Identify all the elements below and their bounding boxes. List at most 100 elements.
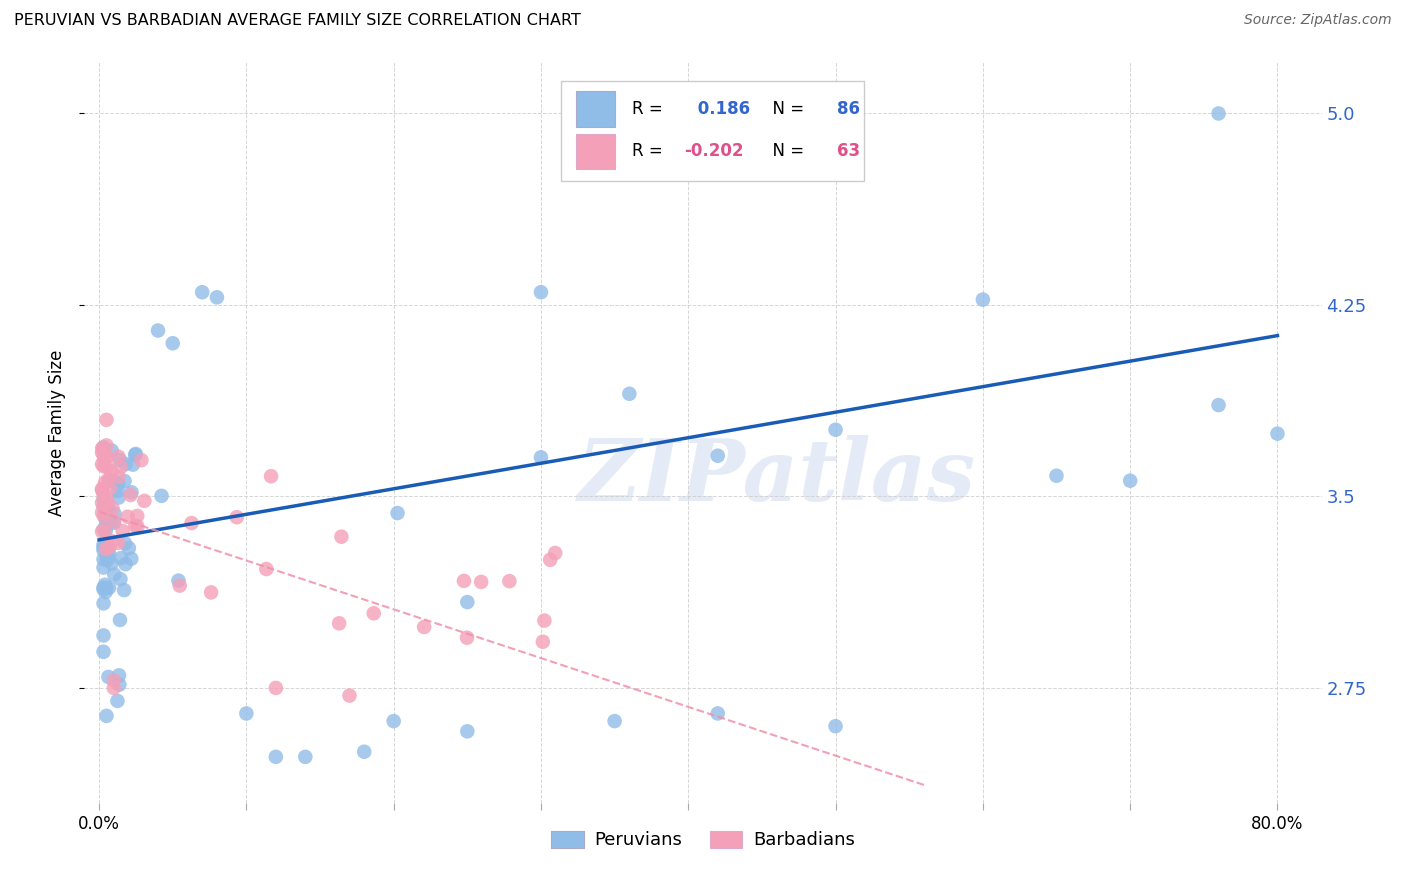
Point <box>108 678 131 692</box>
Point <box>972 293 994 307</box>
Point <box>93 524 115 538</box>
Point <box>98 474 121 488</box>
Point <box>110 460 132 475</box>
Point <box>93 538 115 552</box>
Point <box>103 681 125 695</box>
Point <box>533 614 555 628</box>
Point <box>93 645 115 659</box>
Point <box>94 513 117 527</box>
Point <box>1267 426 1289 441</box>
Point <box>93 508 115 523</box>
FancyBboxPatch shape <box>575 91 616 127</box>
Point <box>134 493 156 508</box>
Text: Source: ZipAtlas.com: Source: ZipAtlas.com <box>1244 13 1392 28</box>
Point <box>97 670 120 684</box>
Point <box>96 545 118 559</box>
Point <box>93 491 115 506</box>
Point <box>150 489 173 503</box>
Point <box>93 628 115 642</box>
Point <box>91 445 114 459</box>
Point <box>254 562 277 576</box>
Point <box>353 745 375 759</box>
Point <box>531 634 554 648</box>
Point <box>94 475 117 490</box>
Point <box>96 510 118 524</box>
Point <box>93 448 115 462</box>
Point <box>103 514 125 528</box>
Point <box>180 516 202 530</box>
Point <box>1119 474 1142 488</box>
Point <box>96 550 118 565</box>
Point <box>103 673 125 688</box>
Point <box>93 523 115 537</box>
Point <box>96 553 118 567</box>
Point <box>101 501 124 516</box>
Point <box>413 620 436 634</box>
Text: N =: N = <box>762 143 810 161</box>
Point <box>91 457 114 471</box>
Point <box>93 440 115 454</box>
Text: -0.202: -0.202 <box>685 143 744 161</box>
Point <box>127 508 149 523</box>
Point <box>107 694 129 708</box>
Text: PERUVIAN VS BARBADIAN AVERAGE FAMILY SIZE CORRELATION CHART: PERUVIAN VS BARBADIAN AVERAGE FAMILY SIZ… <box>14 13 581 29</box>
Point <box>96 581 118 595</box>
Point <box>97 500 120 515</box>
Point <box>108 668 131 682</box>
Point <box>264 681 287 695</box>
Point <box>100 557 122 571</box>
Point <box>103 516 125 530</box>
FancyBboxPatch shape <box>575 134 616 169</box>
Point <box>453 574 475 588</box>
Point <box>107 450 129 464</box>
Point <box>94 585 117 599</box>
Point <box>94 542 117 557</box>
Point <box>544 546 567 560</box>
Point <box>127 519 149 533</box>
Point <box>97 472 120 486</box>
Point <box>93 581 115 595</box>
Point <box>124 518 146 533</box>
Point <box>91 496 114 510</box>
Point <box>120 551 142 566</box>
Point <box>111 524 134 538</box>
Point <box>339 689 361 703</box>
Point <box>93 596 115 610</box>
Point <box>1208 106 1230 120</box>
Point <box>456 724 478 739</box>
Point <box>169 578 191 592</box>
Point <box>94 524 117 538</box>
Point <box>107 491 129 505</box>
Y-axis label: Average Family Size: Average Family Size <box>48 350 66 516</box>
Point <box>225 510 247 524</box>
Point <box>200 585 222 599</box>
Point <box>114 536 136 550</box>
Point <box>103 473 125 487</box>
Point <box>125 447 148 461</box>
Point <box>91 483 114 497</box>
Point <box>117 509 139 524</box>
Point <box>110 551 132 566</box>
Point <box>93 582 115 596</box>
Point <box>98 481 121 495</box>
Point <box>93 560 115 574</box>
Point <box>112 583 135 598</box>
Point <box>100 464 122 478</box>
Point <box>114 457 136 471</box>
Point <box>264 749 287 764</box>
Point <box>91 442 114 456</box>
Point <box>538 553 561 567</box>
Point <box>93 541 115 555</box>
Point <box>124 448 146 462</box>
Point <box>1045 468 1067 483</box>
Point <box>98 547 121 561</box>
Point <box>98 541 121 555</box>
Point <box>146 324 169 338</box>
Point <box>824 423 846 437</box>
Point <box>100 515 122 529</box>
Point <box>96 493 118 508</box>
Point <box>93 543 115 558</box>
Point <box>122 458 145 472</box>
Point <box>98 581 121 595</box>
Point <box>114 558 136 572</box>
